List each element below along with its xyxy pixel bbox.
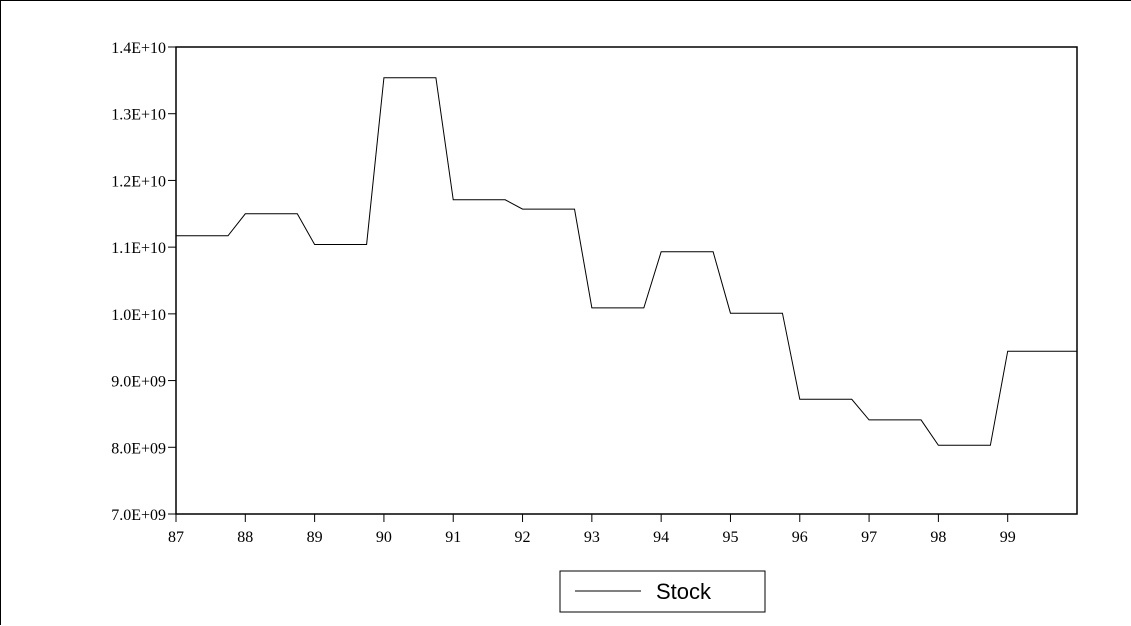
x-tick-label: 95 [722,529,738,546]
legend: Stock [559,570,766,613]
x-tick-label: 92 [515,529,531,546]
x-tick-label: 91 [445,529,461,546]
y-tick-label: 9.0E+09 [111,374,166,391]
x-axis: 87 88 89 90 91 92 93 94 95 96 97 98 99 [168,514,1016,546]
x-tick-label: 99 [1000,529,1016,546]
y-tick-label: 1.1E+10 [111,240,166,257]
y-tick-label: 8.0E+09 [111,440,166,457]
x-tick-label: 93 [584,529,600,546]
y-axis: 7.0E+09 8.0E+09 9.0E+09 1.0E+10 1.1E+10 1.2E+… [111,40,176,524]
x-tick-label: 96 [792,529,808,546]
x-tick-label: 94 [653,529,669,546]
x-tick-label: 90 [376,529,392,546]
series-line-stock [176,77,1077,446]
y-tick-label: 1.2E+10 [111,173,166,190]
x-tick-label: 87 [168,529,184,546]
y-tick-label: 1.4E+10 [111,40,166,57]
x-tick-label: 97 [861,529,877,546]
y-tick-label: 7.0E+09 [111,507,166,524]
y-tick-label: 1.0E+10 [111,307,166,324]
plot-area [175,46,1078,515]
x-tick-label: 98 [930,529,946,546]
x-tick-label: 88 [237,529,253,546]
series-layer [176,77,1077,446]
x-tick-label: 89 [307,529,323,546]
y-tick-label: 1.3E+10 [111,107,166,124]
legend-label-stock: Stock [656,579,712,604]
